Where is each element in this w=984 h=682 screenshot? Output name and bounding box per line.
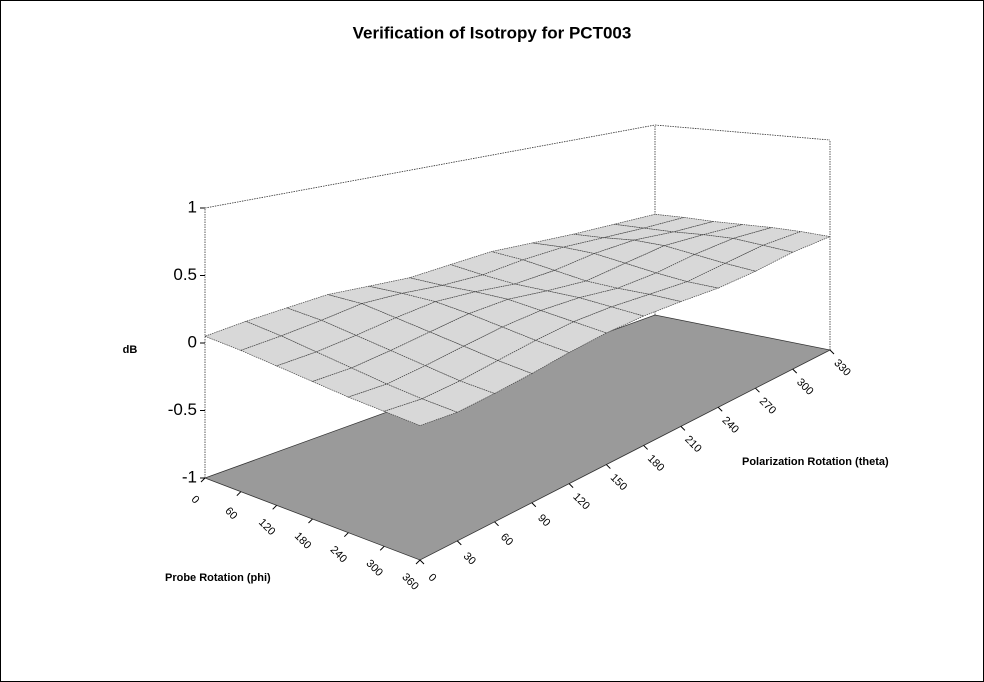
surface-patch [577,287,651,308]
y-tick [568,483,574,488]
y-tick [494,521,499,527]
surface-patch [394,301,470,333]
x-tick [272,504,278,510]
surface-patch [481,259,556,285]
box-edge [654,124,831,141]
surface-patch [459,360,533,394]
surface-patch [603,227,674,241]
x-tick [236,491,242,497]
y-tick [755,387,760,393]
x-tick [415,559,421,565]
y-tick [419,559,425,565]
box-edge [204,124,656,209]
surface-patch [311,367,388,398]
surface-patch [643,217,714,233]
x-axis-label: Probe Rotation (phi) [165,572,271,584]
surface-patch [462,326,537,361]
surface-patch [513,270,588,292]
z-tick-label: 0.5 [173,265,197,284]
x-tick [200,477,206,483]
y-tick [606,464,611,469]
surface-patch [368,277,443,294]
z-tick-label: 0 [188,332,197,351]
surface-patch [428,313,504,347]
z-tick-label: -1 [182,467,197,486]
y-tick [643,445,648,450]
x-tick [379,545,385,551]
surface-patch [408,264,484,286]
surface-patch [610,293,683,317]
surface-patch [421,380,496,413]
y-tick [680,426,686,431]
surface-patch [761,231,832,253]
y-tick [717,406,723,412]
surface-patch [285,294,363,321]
y-axis-label: Polarization Rotation (theta) [742,456,889,468]
z-tick-label: -0.5 [168,400,197,419]
y-tick [792,368,798,374]
y-tick [456,540,462,546]
surface-patch [733,227,801,246]
x-tick [343,532,349,538]
surface-patch [467,298,542,328]
chart-title: Verification of Isotropy for PCT003 [353,23,632,42]
y-tick [829,349,835,355]
surface-patch [383,398,459,426]
y-tick [531,502,537,508]
z-axis-label: dB [123,344,138,356]
z-tick-label: 1 [188,197,197,216]
x-tick [308,518,313,524]
